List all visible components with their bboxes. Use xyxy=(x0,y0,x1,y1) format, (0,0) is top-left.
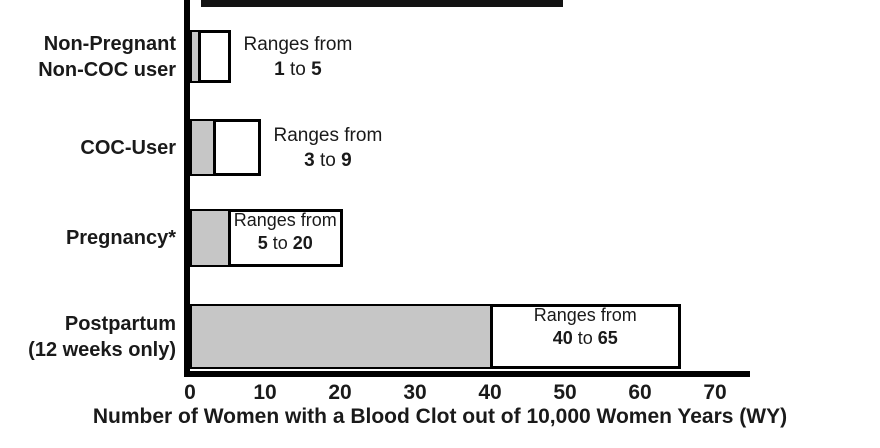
tick-label: 10 xyxy=(253,381,277,404)
tick-label: 40 xyxy=(478,381,502,404)
bar-annotation: Ranges from 1 to 5 xyxy=(244,32,353,82)
chart-row: Non-Pregnant Non-COC user Ranges from 1 … xyxy=(0,30,880,83)
range-to-word: to xyxy=(319,149,336,171)
annotation-range: 3 to 9 xyxy=(274,148,383,173)
range-low-value: 40 xyxy=(552,328,573,348)
range-low-value: 1 xyxy=(274,58,285,80)
tick-label: 50 xyxy=(553,381,577,404)
category-label: Non-Pregnant Non-COC user xyxy=(0,31,176,83)
category-label-line: Postpartum xyxy=(64,312,176,335)
category-label-line: Non-COC user xyxy=(38,58,176,81)
range-to-word: to xyxy=(289,58,306,80)
range-high-value: 20 xyxy=(292,233,313,253)
bar-track: Ranges from 40 to 65 xyxy=(190,304,880,369)
x-axis-title: Number of Women with a Blood Clot out of… xyxy=(92,405,788,428)
bar-annotation: Ranges from 5 to 20 xyxy=(228,209,344,255)
bar-track: Ranges from 5 to 20 xyxy=(190,209,880,267)
range-high-value: 5 xyxy=(311,58,322,80)
tick-label: 60 xyxy=(628,381,652,404)
category-label-line: Non-Pregnant xyxy=(43,32,176,55)
bar-low-segment xyxy=(190,304,492,369)
annotation-prefix: Ranges from xyxy=(233,210,337,230)
category-label: Postpartum (12 weeks only) xyxy=(0,311,176,363)
range-high-value: 9 xyxy=(341,149,352,171)
tick-label: 0 xyxy=(184,381,196,404)
chart-row: Postpartum (12 weeks only) Ranges from 4… xyxy=(0,304,880,369)
category-label-line: COC-User xyxy=(80,136,176,159)
annotation-range: 1 to 5 xyxy=(244,57,353,82)
category-label-line: Pregnancy* xyxy=(65,227,176,249)
tick-label: 20 xyxy=(328,381,352,404)
annotation-range: 40 to 65 xyxy=(490,327,681,350)
cropped-title-fragment xyxy=(201,0,563,7)
bar-annotation: Ranges from 3 to 9 xyxy=(274,123,383,173)
category-label-line: (12 weeks only) xyxy=(28,338,176,361)
annotation-prefix: Ranges from xyxy=(533,305,637,325)
x-axis-line xyxy=(184,371,750,377)
tick-label: 30 xyxy=(403,381,427,404)
bar-low-segment xyxy=(190,209,230,267)
chart-row: COC-User Ranges from 3 to 9 xyxy=(0,119,880,176)
y-axis-line xyxy=(184,0,190,377)
bar-range-box xyxy=(197,30,231,83)
bar-low-segment xyxy=(190,119,215,176)
bar-annotation: Ranges from 40 to 65 xyxy=(490,304,681,350)
annotation-range: 5 to 20 xyxy=(228,232,344,255)
range-high-value: 65 xyxy=(597,328,618,348)
tick-label: 70 xyxy=(703,381,727,404)
range-low-value: 5 xyxy=(257,233,268,253)
annotation-prefix: Ranges from xyxy=(273,124,383,146)
bar-range-box xyxy=(227,209,343,267)
annotation-prefix: Ranges from xyxy=(243,33,353,55)
bar-range-box xyxy=(212,119,261,176)
bar-track: Ranges from 3 to 9 xyxy=(190,119,880,176)
range-to-word: to xyxy=(577,328,593,348)
category-label: Pregnancy* xyxy=(0,225,176,251)
bar-range-box xyxy=(490,304,681,369)
bar-track: Ranges from 1 to 5 xyxy=(190,30,880,83)
category-label: COC-User xyxy=(0,135,176,161)
chart-row: Pregnancy* Ranges from 5 to 20 xyxy=(0,209,880,267)
range-low-value: 3 xyxy=(304,149,315,171)
range-to-word: to xyxy=(272,233,288,253)
